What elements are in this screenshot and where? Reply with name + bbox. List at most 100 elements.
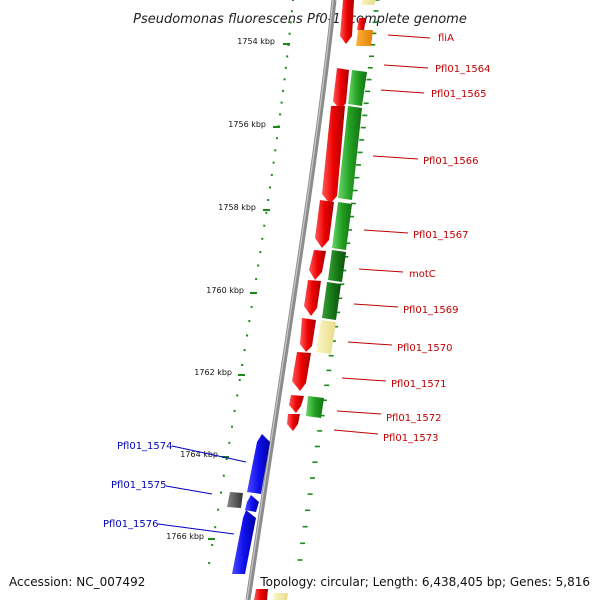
leader-line <box>341 377 387 382</box>
feature-green-6[interactable] <box>306 396 324 418</box>
gc-dash <box>297 559 303 561</box>
feature-gray[interactable] <box>227 492 243 508</box>
scale-dot <box>220 491 222 494</box>
gc-dash <box>371 32 377 35</box>
gc-dash <box>312 461 318 463</box>
feature-green-3[interactable] <box>332 202 352 250</box>
gc-dash <box>370 44 376 46</box>
cds-motC[interactable] <box>304 280 321 316</box>
gene-label-Pfl01_1570[interactable]: Pfl01_1570 <box>397 343 453 354</box>
scale-dot <box>274 149 277 152</box>
scale-dot <box>222 474 225 477</box>
gene-label-Pfl01_1569[interactable]: Pfl01_1569 <box>403 305 459 316</box>
scale-dot <box>269 186 271 189</box>
feature-pale-mid[interactable] <box>316 320 336 354</box>
cds-Pfl01_1566[interactable] <box>315 200 334 248</box>
forward-gene-labels: fliA Pfl01_1564 Pfl01_1565 Pfl01_1566 Pf… <box>333 33 491 444</box>
gene-label-Pfl01_1575[interactable]: Pfl01_1575 <box>111 480 167 491</box>
cds-Pfl01_1570[interactable] <box>292 352 311 391</box>
map-title: Pseudomonas fluorescens Pf0-1, complete … <box>133 12 467 27</box>
scale-dot <box>272 161 275 164</box>
feature-green-2[interactable] <box>338 106 362 200</box>
leader-line <box>336 410 382 415</box>
gc-dash <box>319 414 325 417</box>
cds-fliA-neighbor[interactable] <box>340 0 354 44</box>
scale-dot <box>270 173 273 176</box>
cds-Pfl01_1575[interactable] <box>245 495 259 512</box>
scale-dot <box>283 78 286 81</box>
scale-dot <box>265 211 268 214</box>
feature-pale-top[interactable] <box>361 0 376 5</box>
gc-dash <box>352 189 358 192</box>
cds-Pfl01_1576[interactable] <box>232 510 256 574</box>
scale-dot <box>243 349 246 352</box>
gc-dash <box>341 269 347 272</box>
leader-line <box>353 303 399 308</box>
feature-orange[interactable] <box>356 30 373 46</box>
gene-label-Pfl01_1566[interactable]: Pfl01_1566 <box>423 156 479 167</box>
scale-dot <box>257 264 260 267</box>
scale-dot <box>292 0 294 1</box>
gene-label-motC[interactable]: motC <box>409 269 436 280</box>
gene-label-Pfl01_1573[interactable]: Pfl01_1573 <box>383 433 439 444</box>
cds-Pfl01_1564[interactable] <box>333 68 349 110</box>
feature-green-1[interactable] <box>348 70 367 106</box>
scale-dot <box>261 237 264 240</box>
cds-Pfl01_1574[interactable] <box>247 434 270 494</box>
gene-label-Pfl01_1574[interactable]: Pfl01_1574 <box>117 441 173 452</box>
gene-label-fliA[interactable]: fliA <box>438 33 454 44</box>
scale-dot <box>284 66 287 69</box>
leader-line <box>363 229 409 234</box>
gene-label-Pfl01_1567[interactable]: Pfl01_1567 <box>413 230 469 241</box>
gc-dash <box>321 399 327 402</box>
scale-dot <box>259 251 262 254</box>
gc-dash <box>365 90 371 93</box>
gc-dash <box>349 215 354 218</box>
gc-dash <box>314 445 320 448</box>
tick-label: 1756 kbp <box>228 120 266 129</box>
leader-line <box>157 523 235 535</box>
gc-dash <box>357 151 363 154</box>
scale-dot <box>275 137 278 140</box>
gc-dash <box>330 340 336 342</box>
cds-Pfl01_1565[interactable] <box>322 106 345 204</box>
gc-dash <box>362 114 368 117</box>
scale-dot <box>217 508 220 511</box>
cds-Pfl01_1571[interactable] <box>289 395 304 413</box>
feature-green-5[interactable] <box>322 282 341 320</box>
cds-bottom-partial[interactable] <box>254 589 268 600</box>
gc-dash <box>333 325 338 328</box>
leader-line <box>372 155 419 160</box>
cds-Pfl01_1567[interactable] <box>309 250 326 280</box>
gene-label-Pfl01_1571[interactable]: Pfl01_1571 <box>391 379 447 390</box>
scale-dot <box>236 394 239 397</box>
feature-green-4[interactable] <box>328 250 346 282</box>
gene-label-Pfl01_1565[interactable]: Pfl01_1565 <box>431 89 487 100</box>
gene-label-Pfl01_1572[interactable]: Pfl01_1572 <box>386 413 442 424</box>
scale-ticks: 1754 kbp 1756 kbp 1758 kbp 1760 kbp 1762… <box>166 37 290 541</box>
scale-dot <box>246 334 248 337</box>
leader-line <box>165 485 213 495</box>
scale-dot <box>255 278 258 281</box>
tick-label: 1764 kbp <box>180 450 218 459</box>
gc-dash <box>339 283 345 286</box>
cds-Pfl01_1569[interactable] <box>300 318 316 352</box>
gc-dash <box>335 311 341 314</box>
cds-Pfl01_1572[interactable] <box>287 414 300 431</box>
gc-dash <box>354 176 360 179</box>
feature-red-small[interactable] <box>357 18 366 30</box>
scale-dot <box>248 320 251 323</box>
reverse-strand-features <box>227 434 270 574</box>
gc-dash <box>347 229 353 231</box>
scale-dot <box>279 113 282 116</box>
scale-dot <box>267 199 270 201</box>
scale-dot <box>233 409 236 412</box>
gc-skew-ring <box>297 0 380 561</box>
scale-dot <box>211 543 214 546</box>
gene-label-Pfl01_1576[interactable]: Pfl01_1576 <box>103 519 159 530</box>
gc-dash <box>356 164 361 166</box>
gene-label-Pfl01_1564[interactable]: Pfl01_1564 <box>435 64 491 75</box>
scale-dot <box>250 305 253 308</box>
feature-pale-bottom[interactable] <box>273 593 288 600</box>
